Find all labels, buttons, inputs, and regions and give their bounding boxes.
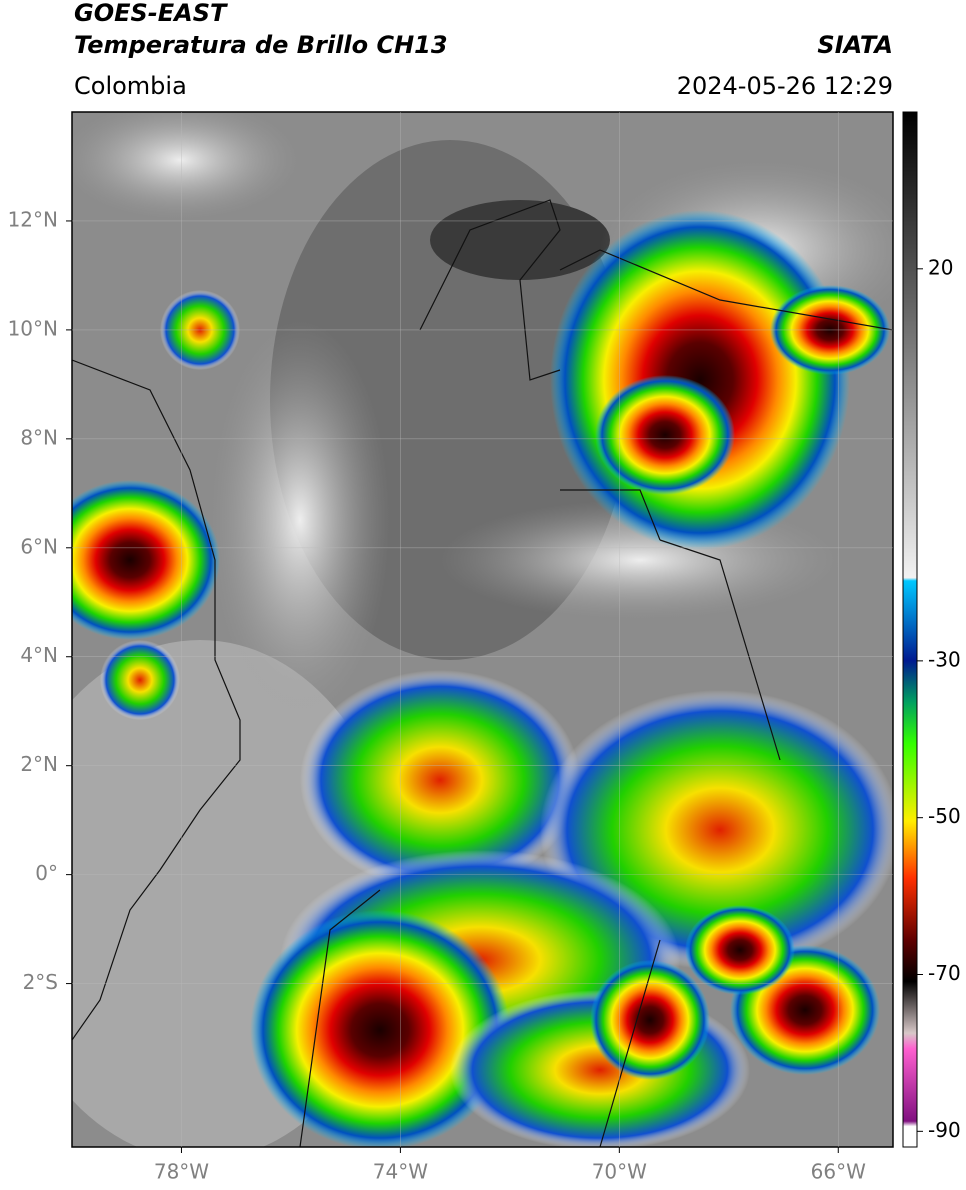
lat-tick-label: 10°N [8,316,58,340]
map-frame [71,111,894,1148]
lon-tick-label: 66°W [811,1160,866,1184]
satellite-image [72,112,893,1147]
lon-tick-label: 78°W [154,1160,209,1184]
colorbar-tick-label: 20 [928,255,953,279]
lat-tick-label: 6°N [20,534,58,558]
lat-tick-label: 8°N [20,425,58,449]
lat-tick-label: 12°N [8,207,58,231]
region: Colombia [74,72,187,100]
lat-tick-label: 4°N [20,643,58,667]
lat-tick-label: 0° [35,861,58,885]
subtitle: Temperatura de Brillo CH13 [74,31,448,59]
colorbar-tick-label: -70 [928,961,961,985]
title: GOES-EAST [74,0,228,27]
lon-tick-label: 74°W [373,1160,428,1184]
timestamp: 2024-05-26 12:29 [677,72,893,100]
lon-tick-label: 70°W [592,1160,647,1184]
lat-tick-label: 2°N [20,752,58,776]
colorbar-tick-label: -50 [928,804,961,828]
lat-tick-label: 2°S [23,970,58,994]
colorbar-tick-label: -30 [928,647,961,671]
source: SIATA [817,31,893,59]
colorbar-tick-label: -90 [928,1118,961,1142]
colorbar [902,111,918,1148]
